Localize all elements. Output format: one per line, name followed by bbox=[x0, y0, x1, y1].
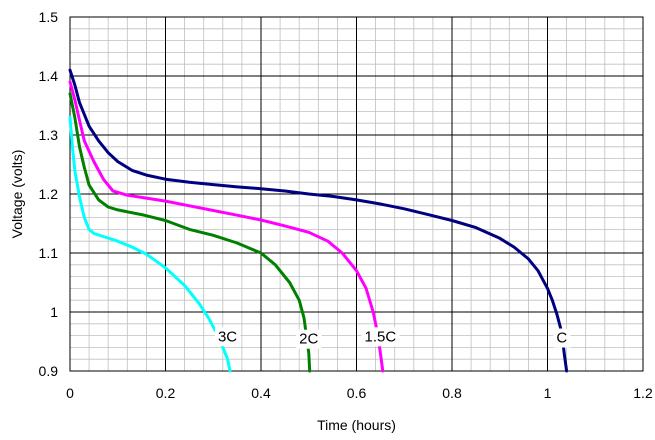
x-tick-label: 0 bbox=[66, 385, 74, 401]
series-label-3c: 3C bbox=[218, 328, 237, 345]
y-tick-label: 1.5 bbox=[39, 9, 59, 25]
series-label-background bbox=[214, 327, 241, 347]
y-axis-tick-labels: 0.9 1 1.1 1.2 1.3 1.4 1.5 bbox=[39, 9, 59, 379]
y-tick-label: 1.2 bbox=[39, 186, 59, 202]
series-label-background bbox=[361, 327, 400, 347]
series-labels: C 1.5C 2C 3C bbox=[214, 327, 571, 349]
series-label-background bbox=[553, 328, 571, 348]
y-axis-title: Voltage (volts) bbox=[9, 150, 25, 239]
x-tick-label: 0.2 bbox=[156, 385, 176, 401]
x-tick-label: 0.4 bbox=[251, 385, 271, 401]
x-tick-label: 0.6 bbox=[347, 385, 367, 401]
x-tick-label: 0.8 bbox=[442, 385, 462, 401]
x-tick-label: 1 bbox=[544, 385, 552, 401]
x-axis-title: Time (hours) bbox=[317, 417, 396, 433]
y-tick-label: 1.3 bbox=[39, 127, 59, 143]
y-tick-label: 0.9 bbox=[39, 363, 59, 379]
plot-area-frame bbox=[69, 16, 644, 372]
series-line-2c bbox=[68, 92, 312, 373]
series-label-2c: 2C bbox=[299, 331, 318, 348]
y-tick-label: 1 bbox=[50, 304, 58, 320]
series-label-background bbox=[296, 329, 322, 349]
x-axis-tick-labels: 0 0.2 0.4 0.6 0.8 1 1.2 bbox=[66, 385, 653, 401]
series-line-c bbox=[68, 68, 569, 373]
series-line-1-5c bbox=[68, 80, 385, 373]
x-tick-label: 1.2 bbox=[633, 385, 653, 401]
y-tick-label: 1.1 bbox=[39, 245, 59, 261]
series-label-c: C bbox=[556, 330, 567, 347]
y-tick-label: 1.4 bbox=[39, 68, 59, 84]
series-label-1-5c: 1.5C bbox=[365, 328, 397, 345]
